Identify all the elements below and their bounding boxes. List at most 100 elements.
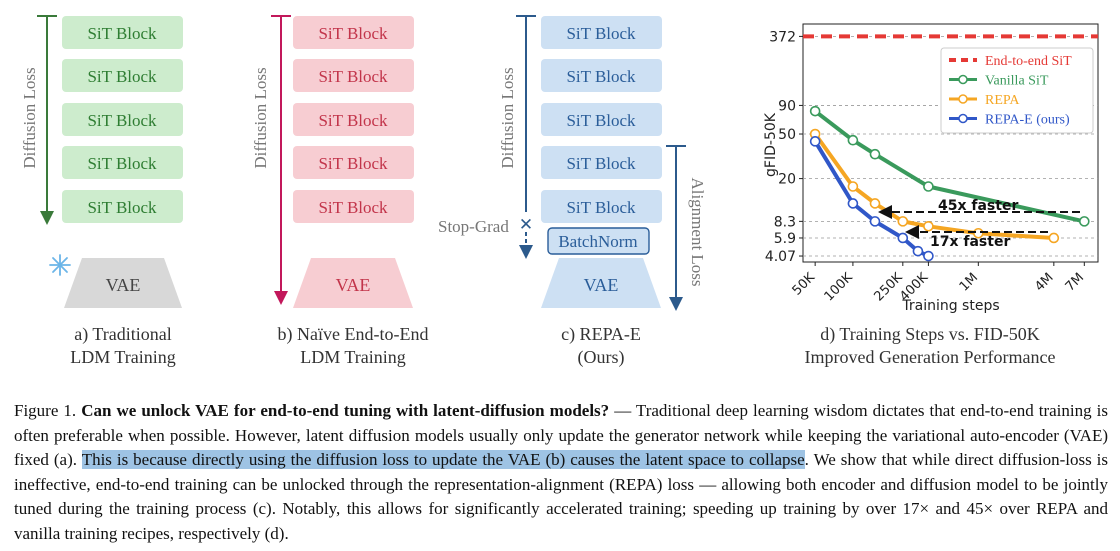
panel-a-caption-line1: a) Traditional [74, 324, 172, 345]
panel-c-block: SiT Block [541, 103, 662, 136]
panel-a-block-label: SiT Block [87, 24, 157, 43]
panel-c-stopgrad-x: ✕ [519, 215, 533, 234]
chart-y-ticks: 4.07 5.98.3 20 50 90 372 [765, 29, 803, 265]
data-point [869, 198, 881, 209]
chart-xlabel: Training steps [901, 298, 999, 314]
caption-figure-label: Figure 1. [14, 401, 77, 420]
data-point [912, 245, 924, 257]
data-point [923, 181, 934, 192]
panel-b-vae-shape [293, 258, 413, 308]
panel-c-block-label: SiT Block [566, 111, 636, 130]
y-tick-label: 90 [778, 98, 796, 114]
panel-a-block-label: SiT Block [87, 111, 157, 130]
y-tick-label: 50 [778, 127, 796, 143]
panel-a-block: SiT Block [62, 190, 183, 223]
legend-marker [958, 74, 968, 85]
panel-c-caption-line1: c) REPA-E [561, 324, 641, 345]
data-point [869, 148, 881, 160]
data-point [1079, 216, 1090, 227]
panel-a-vae-label: VAE [106, 275, 141, 295]
panel-c-caption-line2: (Ours) [578, 347, 625, 368]
chart-plot-frame [802, 23, 1099, 263]
legend-label: End-to-end SiT [985, 54, 1072, 69]
legend-marker [958, 94, 968, 104]
x-tick-label: 7M [1063, 270, 1087, 294]
data-point [809, 136, 821, 147]
panel-b-block: SiT Block [293, 59, 414, 92]
panel-b-block-label: SiT Block [318, 198, 388, 217]
caption-text-part2: . We show that while direct diffusion-lo… [14, 450, 1109, 543]
chart-ylabel: gFID-50K [763, 112, 779, 177]
figure-panels: Diffusion Loss SiT Block SiT Block SiT B… [20, 15, 1099, 368]
data-point [847, 198, 859, 209]
panel-d-caption-line1: d) Training Steps vs. FID-50K [820, 324, 1040, 345]
panel-a: Diffusion Loss SiT Block SiT Block SiT B… [20, 15, 183, 367]
panel-a-block-label: SiT Block [87, 198, 157, 217]
y-tick-label: 20 [778, 172, 796, 188]
panel-b-vae-label: VAE [336, 275, 371, 295]
panel-c-block: SiT Block [541, 190, 662, 223]
panel-b-block-label: SiT Block [318, 111, 388, 130]
panel-c: ✕ Diffusion Loss Stop-Grad SiT Block SiT… [438, 15, 707, 368]
y-tick-label: 8.3 [774, 214, 796, 230]
panel-b-block-label: SiT Block [318, 24, 388, 43]
x-tick-label: 50K [790, 270, 819, 299]
x-tick-label: 100K [822, 270, 857, 305]
data-point [897, 216, 909, 227]
panel-a-loss-label: Diffusion Loss [20, 67, 39, 168]
caption-highlighted-text: This is because directly using the diffu… [81, 450, 805, 469]
panel-c-block: SiT Block [541, 146, 662, 179]
y-tick-label: 5.9 [774, 231, 796, 247]
panel-b-caption-line1: b) Naïve End-to-End [278, 324, 429, 345]
annotation-45x-label: 45x faster [938, 198, 1018, 214]
panel-a-vae-shape [64, 258, 182, 308]
batchnorm-label: BatchNorm [558, 232, 637, 251]
chart-series [803, 34, 1098, 262]
panel-b-loss-label: Diffusion Loss [251, 67, 270, 168]
panel-a-block-label: SiT Block [87, 67, 157, 86]
panel-a-caption-line2: LDM Training [70, 347, 176, 367]
data-point [809, 105, 821, 117]
panel-b-block: SiT Block [293, 190, 414, 223]
data-point [847, 134, 859, 146]
annotation-17x-label: 17x faster [930, 234, 1010, 250]
snowflake-icon [49, 254, 71, 276]
panel-c-block-label: SiT Block [566, 67, 636, 86]
panel-d-caption-line2: Improved Generation Performance [805, 347, 1056, 367]
data-point [1048, 232, 1060, 244]
panel-a-block: SiT Block [62, 103, 183, 136]
panel-c-vae-shape [541, 258, 661, 308]
panel-a-block: SiT Block [62, 59, 183, 92]
panel-b-block: SiT Block [293, 16, 414, 49]
data-point [923, 250, 934, 262]
caption-bold-title: Can we unlock VAE for end-to-end tuning … [81, 401, 610, 420]
y-tick-label: 372 [769, 29, 796, 45]
panel-b-block: SiT Block [293, 146, 414, 179]
legend-marker [958, 113, 968, 124]
panel-b-block: SiT Block [293, 103, 414, 136]
chart-gridlines [803, 35, 1098, 257]
chart-legend: End-to-end SiT Vanilla SiT REPA REPA-E (our… [940, 47, 1094, 134]
batchnorm-box: BatchNorm [547, 227, 650, 255]
caption-text-part1: — Traditional deep learning wisdom dicta… [14, 401, 1108, 469]
panel-b-caption-line2: LDM Training [300, 347, 406, 367]
data-point [847, 181, 859, 192]
panel-c-block-label: SiT Block [566, 154, 636, 173]
x-tick-label: 250K [871, 270, 906, 305]
legend-label: REPA [985, 93, 1020, 108]
legend-label: Vanilla SiT [985, 74, 1049, 89]
panel-c-align-label: Alignment Loss [688, 177, 707, 286]
legend-label: REPA-E (ours) [985, 113, 1070, 128]
panel-c-vae-label: VAE [584, 275, 619, 295]
panel-c-loss-label: Diffusion Loss [498, 67, 517, 168]
data-point [923, 220, 934, 232]
panel-b-block-label: SiT Block [318, 154, 388, 173]
panel-c-block-label: SiT Block [566, 198, 636, 217]
x-tick-label: 4M [1032, 270, 1056, 294]
x-tick-label: 1M [957, 270, 981, 294]
y-tick-label: 4.07 [765, 249, 796, 265]
data-point [869, 216, 881, 227]
data-point [897, 232, 909, 244]
panel-c-block-label: SiT Block [566, 24, 636, 43]
